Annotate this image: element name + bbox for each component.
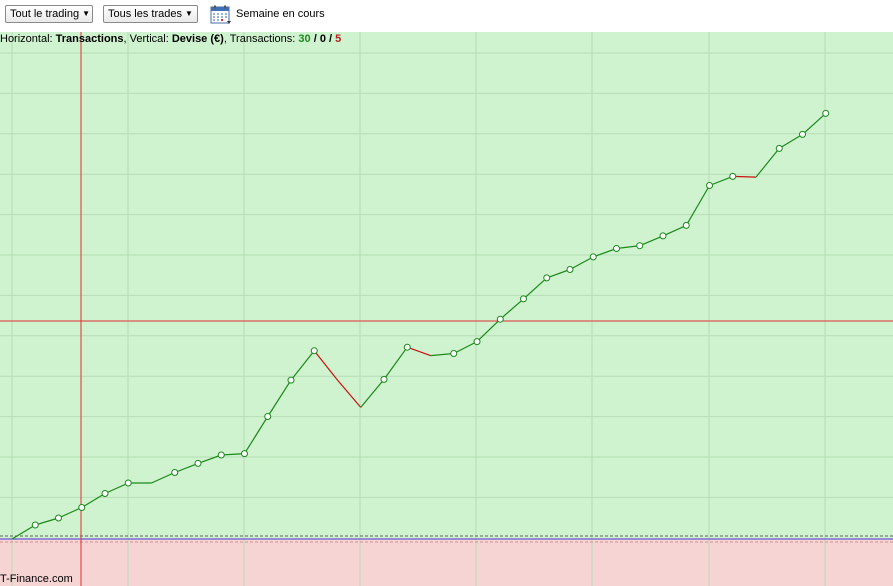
trade-point	[380, 375, 388, 383]
winning-trade-segment	[616, 245, 640, 250]
trade-point	[287, 376, 295, 384]
trade-point	[566, 266, 574, 273]
winning-trade-segment	[546, 268, 571, 279]
losing-trade-segment	[732, 175, 757, 178]
losing-trade-segment	[407, 346, 431, 357]
trade-point	[310, 347, 318, 355]
trade-point	[101, 490, 109, 497]
watermark: T-Finance.com	[0, 573, 73, 585]
trading-scope-label: Tout le trading	[10, 8, 80, 20]
trade-point	[729, 172, 737, 180]
trade-point	[171, 469, 179, 476]
winning-trade-segment	[685, 185, 711, 226]
trade-point	[31, 521, 39, 529]
trade-point	[822, 109, 830, 117]
winning-trade-segment	[221, 453, 245, 456]
trade-point	[636, 242, 644, 250]
trade-point	[799, 130, 806, 138]
vertical-value: Devise (€)	[171, 33, 224, 45]
equity-points	[31, 109, 830, 529]
winning-trade-segment	[267, 379, 292, 417]
losing-trade-segment	[313, 350, 338, 381]
trade-point	[496, 315, 504, 323]
winning-trade-segment	[104, 482, 129, 495]
count-separator: /	[329, 33, 333, 45]
trades-filter-label: Tous les trades	[108, 8, 182, 20]
chart-grid	[0, 32, 893, 586]
winning-trade-segment	[11, 524, 36, 540]
calendar-icon[interactable]	[210, 5, 232, 25]
losing-count: 5	[335, 33, 342, 45]
period-label: Semaine en cours	[236, 8, 325, 20]
winning-trade-segment	[453, 341, 478, 355]
winning-trade-segment	[290, 350, 315, 381]
winning-trade-segment	[174, 462, 199, 474]
winning-trade-segment	[243, 416, 269, 454]
trade-point	[589, 253, 597, 261]
trade-point	[520, 295, 527, 303]
winning-trade-segment	[476, 318, 501, 343]
winning-trade-segment	[58, 506, 82, 519]
count-separator: /	[313, 33, 317, 45]
chart-canvas[interactable]	[0, 32, 893, 586]
equity-chart[interactable]: Horizontal: Transactions, Vertical: Devi…	[0, 32, 893, 586]
trade-point	[55, 514, 62, 522]
trade-point	[264, 413, 272, 420]
vertical-label: Vertical:	[129, 33, 169, 45]
winning-trade-segment	[639, 235, 664, 247]
trade-point	[403, 343, 411, 351]
winning-trade-segment	[523, 277, 548, 300]
loss-zone	[0, 538, 893, 586]
profit-zone	[0, 32, 893, 538]
winning-trade-segment	[35, 517, 59, 526]
trade-point	[543, 274, 551, 282]
winning-trade-segment	[430, 352, 454, 357]
trades-filter-dropdown[interactable]: Tous les trades ▼	[103, 5, 198, 23]
trade-point	[78, 504, 86, 511]
winning-trade-segment	[499, 298, 524, 320]
trade-point	[682, 221, 690, 229]
trade-point	[706, 182, 713, 189]
losing-trade-segment	[337, 379, 362, 408]
winning-trade-segment	[81, 492, 106, 509]
winning-trade-segment	[383, 346, 408, 380]
horizontal-value: Transactions	[55, 33, 124, 45]
winning-trade-segment	[197, 454, 222, 464]
trading-scope-dropdown[interactable]: Tout le trading ▼	[5, 5, 93, 23]
winning-trade-segment	[778, 133, 803, 149]
chevron-down-icon: ▼	[184, 9, 193, 18]
neutral-count: 0	[319, 33, 326, 45]
chevron-down-icon: ▼	[82, 9, 91, 18]
winning-trade-segment	[709, 175, 733, 187]
trade-point	[775, 144, 783, 152]
winning-count: 30	[298, 33, 311, 45]
winning-trade-segment	[569, 256, 594, 271]
winning-trade-segment	[755, 148, 780, 178]
trade-point	[450, 350, 458, 357]
trade-point	[241, 450, 248, 458]
trade-point	[217, 451, 225, 459]
trade-point	[613, 245, 620, 252]
chart-info-line: Horizontal: Transactions, Vertical: Devi…	[0, 33, 342, 45]
trade-point	[659, 232, 667, 240]
winning-trade-segment	[662, 224, 687, 237]
winning-trade-segment	[151, 471, 175, 484]
transactions-label: Transactions:	[229, 33, 296, 45]
toolbar: Tout le trading ▼ Tous les trades ▼ Semain…	[0, 0, 893, 32]
horizontal-label: Horizontal:	[0, 33, 53, 45]
trade-point	[473, 338, 481, 346]
winning-trade-segment	[802, 112, 827, 135]
trade-point	[124, 479, 132, 487]
equity-line	[11, 112, 827, 540]
winning-trade-segment	[593, 247, 617, 258]
trade-point	[194, 459, 202, 467]
winning-trade-segment	[360, 379, 385, 408]
